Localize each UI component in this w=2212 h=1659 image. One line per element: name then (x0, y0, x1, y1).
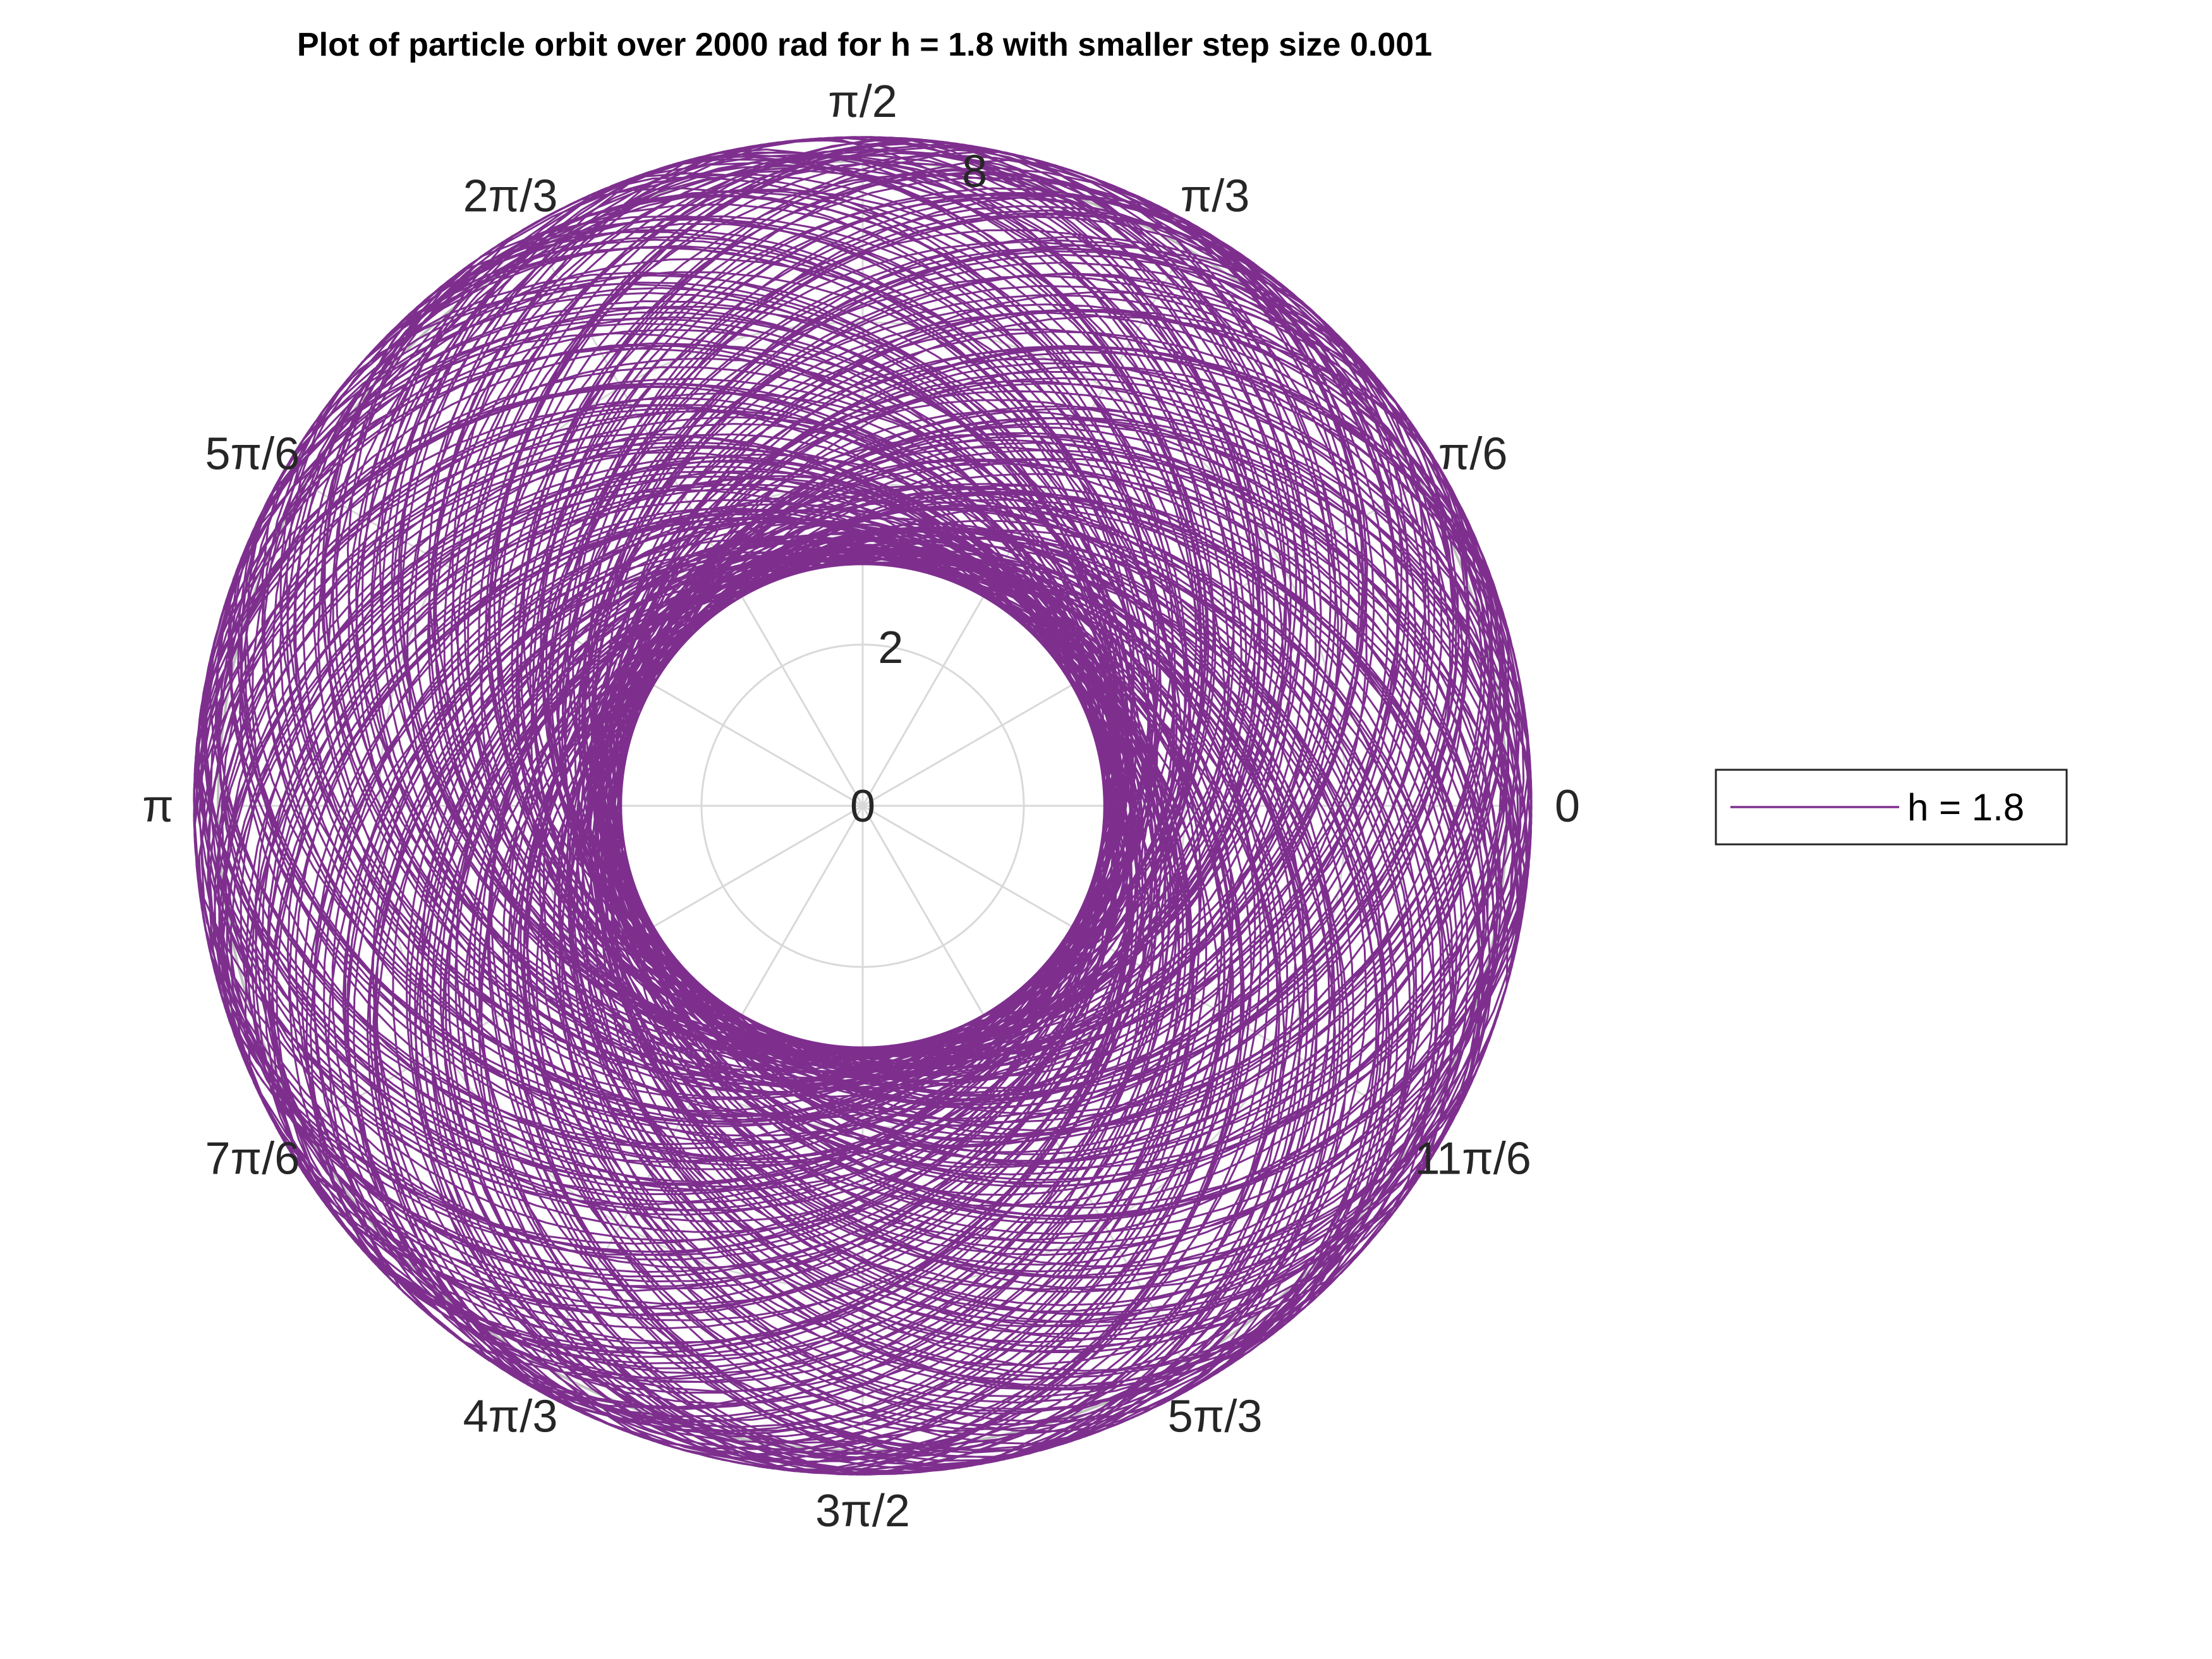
orbit-series (193, 136, 1533, 1476)
r-tick-label: 0 (850, 781, 875, 832)
theta-tick-label: 2π/3 (463, 171, 558, 221)
r-tick-labels: 0 2 8 (850, 147, 987, 832)
r-tick-label: 2 (878, 623, 903, 673)
theta-tick-label: 4π/3 (463, 1392, 558, 1442)
theta-tick-label: π/3 (1181, 171, 1250, 221)
polar-axes: 0 π/6 π/3 π/2 2π/3 5π/6 π 7π/6 4π/3 3π/2 5π/3 11π/6… (142, 76, 1580, 1536)
theta-tick-label: π/2 (828, 76, 897, 127)
theta-tick-label: 7π/6 (205, 1134, 300, 1184)
theta-tick-labels: 0 π/6 π/3 π/2 2π/3 5π/6 π 7π/6 4π/3 3π/2 5π/3 11π/6 (142, 76, 1580, 1536)
theta-tick-label: 11π/6 (1414, 1134, 1531, 1184)
theta-tick-label: 3π/2 (815, 1486, 910, 1536)
theta-tick-label: 5π/6 (205, 429, 300, 480)
orbit-line (193, 136, 1533, 1476)
legend[interactable]: h = 1.8 (1715, 769, 2068, 846)
theta-tick-label: 5π/3 (1168, 1392, 1263, 1442)
legend-entry-label: h = 1.8 (1907, 786, 2024, 829)
theta-tick-label: π/6 (1438, 429, 1508, 480)
r-tick-label: 8 (962, 147, 987, 197)
grid-spoke-120deg (539, 246, 864, 806)
chart-title: Plot of particle orbit over 2000 rad for… (297, 27, 1432, 63)
theta-tick-label: 0 (1555, 781, 1580, 832)
theta-tick-label: π (142, 781, 174, 832)
